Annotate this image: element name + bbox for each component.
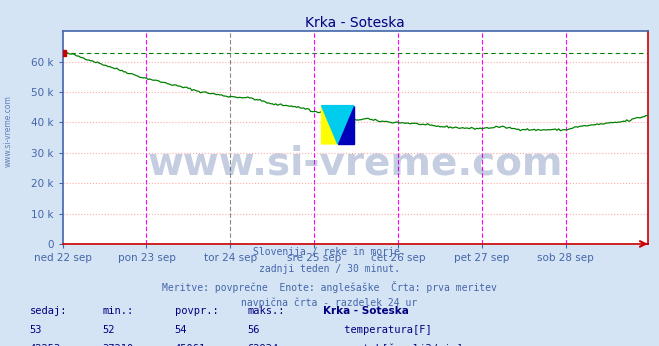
Text: 37210: 37210 <box>102 344 133 346</box>
Text: 42253: 42253 <box>30 344 61 346</box>
Polygon shape <box>322 106 337 144</box>
Text: min.:: min.: <box>102 306 133 316</box>
Text: 52: 52 <box>102 325 115 335</box>
Text: 53: 53 <box>30 325 42 335</box>
Text: www.si-vreme.com: www.si-vreme.com <box>148 144 563 182</box>
Text: 62934: 62934 <box>247 344 278 346</box>
Title: Krka - Soteska: Krka - Soteska <box>305 16 405 30</box>
Text: 56: 56 <box>247 325 260 335</box>
Text: zadnji teden / 30 minut.: zadnji teden / 30 minut. <box>259 264 400 274</box>
Text: temperatura[F]: temperatura[F] <box>338 325 432 335</box>
Text: povpr.:: povpr.: <box>175 306 218 316</box>
Text: www.si-vreme.com: www.si-vreme.com <box>4 95 13 167</box>
Text: sedaj:: sedaj: <box>30 306 67 316</box>
Text: 45061: 45061 <box>175 344 206 346</box>
Text: Slovenija / reke in morje.: Slovenija / reke in morje. <box>253 247 406 257</box>
Text: Meritve: povprečne  Enote: anglešaške  Črta: prva meritev: Meritve: povprečne Enote: anglešaške Črt… <box>162 281 497 293</box>
Text: Krka - Soteska: Krka - Soteska <box>323 306 409 316</box>
Text: pretok[čevelj3/min]: pretok[čevelj3/min] <box>338 344 463 346</box>
Polygon shape <box>337 106 354 144</box>
Text: navpična črta - razdelek 24 ur: navpična črta - razdelek 24 ur <box>241 297 418 308</box>
Text: maks.:: maks.: <box>247 306 285 316</box>
Polygon shape <box>322 106 354 144</box>
Text: 54: 54 <box>175 325 187 335</box>
